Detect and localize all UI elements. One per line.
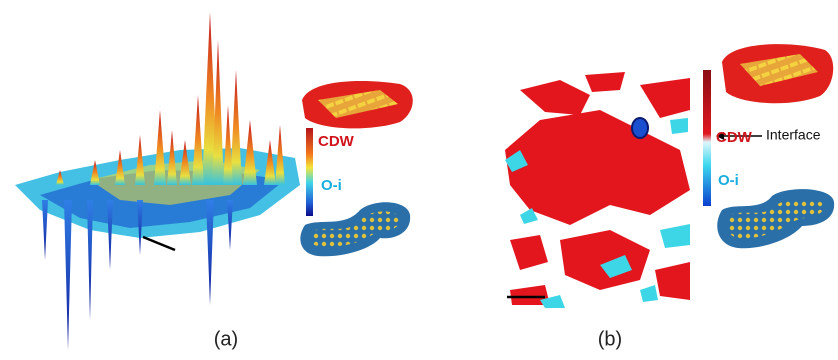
colorbar-bottom-label: O-i: [321, 177, 342, 194]
spike: [192, 95, 204, 185]
scale-bar: [143, 237, 175, 250]
panel-label: (a): [214, 328, 238, 350]
spike-down: [42, 200, 48, 260]
spike: [154, 110, 166, 185]
oi-spot: [632, 118, 648, 138]
colorbar: [306, 128, 313, 216]
oi-region: [670, 118, 688, 134]
colorbar-top-label: CDW: [716, 129, 753, 146]
panel-label: (b): [598, 328, 622, 350]
cdw-region: [585, 72, 625, 92]
spike: [223, 105, 233, 185]
illustration: [15, 12, 834, 350]
spike-down: [87, 200, 93, 320]
colorbar-bottom-label: O-i: [718, 172, 739, 189]
interface-label: Interface: [766, 127, 821, 143]
spike-down: [206, 200, 214, 305]
spike-down: [227, 200, 233, 250]
spike-down: [107, 200, 113, 270]
colorbar-top-label: CDW: [318, 133, 355, 150]
colorbar: [703, 70, 711, 206]
spike-down: [64, 200, 72, 350]
figure: CDW O-i (a) CDW Interface O-i (b): [0, 0, 838, 360]
